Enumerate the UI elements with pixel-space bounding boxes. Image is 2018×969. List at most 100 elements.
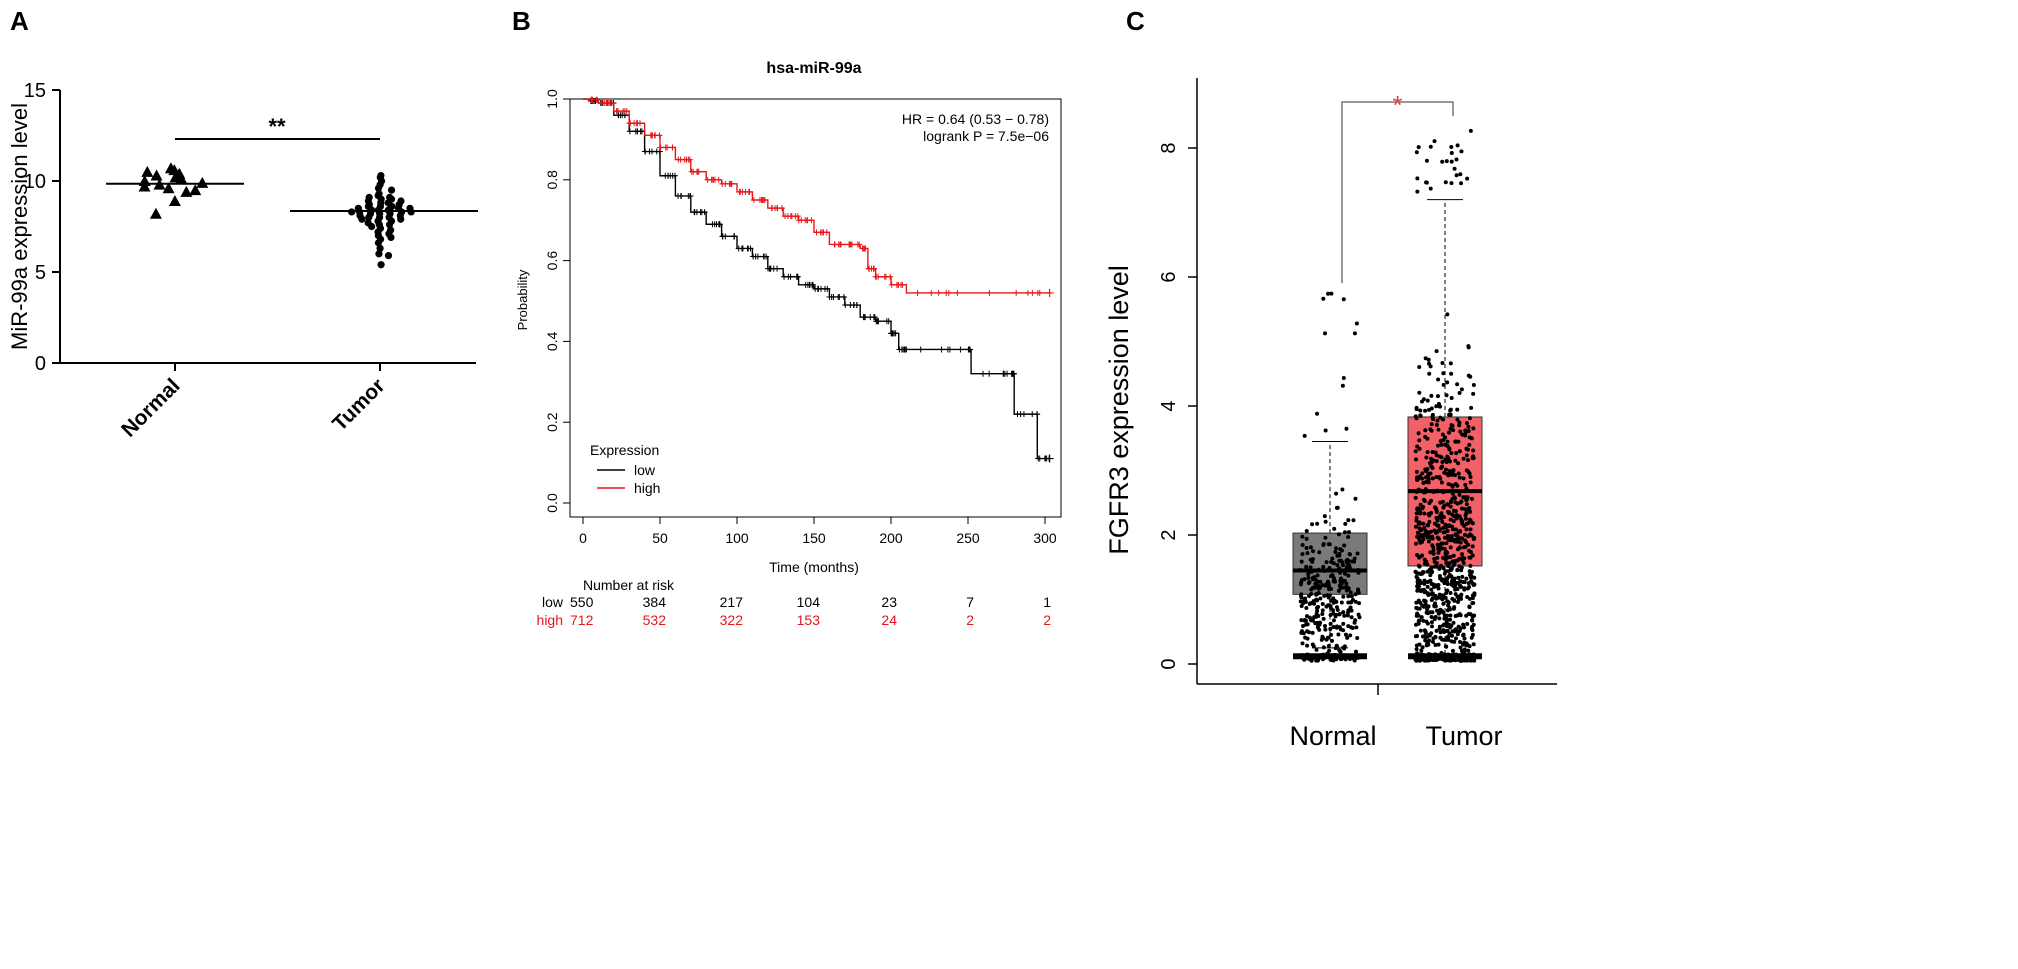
b-risk-value: 712: [570, 612, 594, 628]
b-low-censor-mark: [731, 233, 738, 240]
c-tumor-point: [1452, 166, 1457, 171]
c-tumor-point: [1453, 636, 1458, 641]
b-high-censor-mark: [633, 120, 640, 127]
c-normal-point: [1299, 580, 1304, 585]
c-tumor-point: [1435, 608, 1440, 613]
c-tumor-point: [1414, 541, 1419, 546]
c-tumor-point: [1470, 632, 1475, 637]
c-tumor-point: [1417, 606, 1422, 611]
c-tumor-point: [1421, 397, 1426, 402]
b-x-axis-title: Time (months): [769, 559, 859, 575]
c-tumor-point: [1434, 459, 1439, 464]
c-tumor-point: [1470, 628, 1475, 633]
c-normal-point: [1348, 633, 1353, 638]
c-tumor-point: [1423, 630, 1428, 635]
c-tumor-point: [1451, 620, 1456, 625]
c-tumor-point: [1449, 423, 1454, 428]
b-high-censor-mark: [1029, 289, 1036, 296]
c-tumor-point: [1449, 144, 1454, 149]
c-normal-point: [1315, 608, 1320, 613]
c-normal-point: [1329, 291, 1334, 296]
c-tumor-point: [1433, 450, 1438, 455]
c-tumor-point: [1464, 511, 1469, 516]
c-tumor-point: [1417, 365, 1422, 370]
c-tumor-point: [1464, 527, 1469, 532]
c-normal-point: [1322, 593, 1327, 598]
c-tumor-point: [1429, 620, 1434, 625]
c-tumor-point: [1457, 390, 1462, 395]
c-tumor-point: [1416, 588, 1421, 593]
b-risk-value: 217: [720, 594, 744, 610]
c-tumor-point: [1427, 371, 1432, 376]
c-tumor-point: [1434, 349, 1439, 354]
c-tumor-point: [1459, 181, 1464, 186]
c-tumor-point: [1456, 439, 1461, 444]
b-high-censor-mark: [1045, 288, 1054, 297]
c-normal-point: [1336, 588, 1341, 593]
c-tumor-point: [1468, 612, 1473, 617]
c-tumor-point: [1436, 523, 1441, 528]
c-tumor-point: [1451, 563, 1456, 568]
c-tumor-point: [1458, 540, 1463, 545]
c-tumor-point: [1471, 426, 1476, 431]
c-tumor-point: [1467, 548, 1472, 553]
a-normal-point: [189, 184, 202, 196]
c-tumor-point: [1445, 628, 1450, 633]
b-low-censor-mark: [615, 112, 622, 119]
c-tumor-point: [1440, 541, 1445, 546]
c-tumor-point: [1445, 439, 1450, 444]
c-normal-point: [1304, 564, 1309, 569]
c-tumor-point: [1468, 563, 1473, 568]
c-tumor-point: [1438, 576, 1443, 581]
c-tumor-point: [1437, 528, 1442, 533]
c-normal-point: [1342, 543, 1347, 548]
b-risk-value: 153: [797, 612, 821, 628]
c-normal-point: [1315, 625, 1320, 630]
b-low-censor-mark: [719, 233, 726, 240]
c-tumor-point: [1448, 361, 1453, 366]
c-normal-point: [1352, 559, 1357, 564]
c-tumor-point: [1446, 569, 1451, 574]
c-normal-point: [1311, 599, 1316, 604]
c-tumor-point: [1426, 539, 1431, 544]
c-tumor-point: [1448, 625, 1453, 630]
c-tumor-point: [1437, 514, 1442, 519]
c-tumor-point: [1461, 579, 1466, 584]
b-risk-value: 1: [1043, 594, 1051, 610]
c-tumor-point: [1442, 470, 1447, 475]
c-tumor-point: [1430, 582, 1435, 587]
c-tumor-point: [1453, 587, 1458, 592]
c-normal-point: [1349, 594, 1354, 599]
c-tumor-point: [1432, 139, 1437, 144]
c-tumor-point: [1443, 180, 1448, 185]
c-normal-point: [1306, 572, 1311, 577]
c-tumor-point: [1413, 457, 1418, 462]
c-tumor-point: [1457, 475, 1462, 480]
c-tumor-point: [1430, 476, 1435, 481]
c-tumor-point: [1439, 595, 1444, 600]
c-tumor-point: [1447, 447, 1452, 452]
c-tumor-point: [1441, 371, 1446, 376]
c-normal-point: [1300, 624, 1305, 629]
c-tumor-point: [1447, 459, 1452, 464]
b-risk-row-label: high: [537, 612, 563, 628]
c-normal-point: [1315, 573, 1320, 578]
c-tumor-point: [1425, 580, 1430, 585]
c-tumor-point: [1457, 449, 1462, 454]
b-low-censor-mark: [1009, 370, 1016, 377]
c-tumor-point: [1468, 509, 1473, 514]
c-normal-point: [1327, 584, 1332, 589]
c-tumor-point: [1458, 500, 1463, 505]
c-tumor-point: [1427, 632, 1432, 637]
b-high-censor-mark: [774, 205, 781, 212]
a-tumor-point: [375, 250, 383, 258]
b-low-censor-mark: [648, 148, 655, 155]
c-normal-point: [1355, 551, 1360, 556]
c-tumor-point: [1415, 576, 1420, 581]
a-y-tick-label: 5: [35, 262, 46, 284]
c-tumor-point: [1448, 554, 1453, 559]
c-tumor-point: [1437, 624, 1442, 629]
c-tumor-point: [1472, 575, 1477, 580]
a-y-tick-label: 15: [24, 80, 46, 102]
c-tumor-point: [1439, 563, 1444, 568]
